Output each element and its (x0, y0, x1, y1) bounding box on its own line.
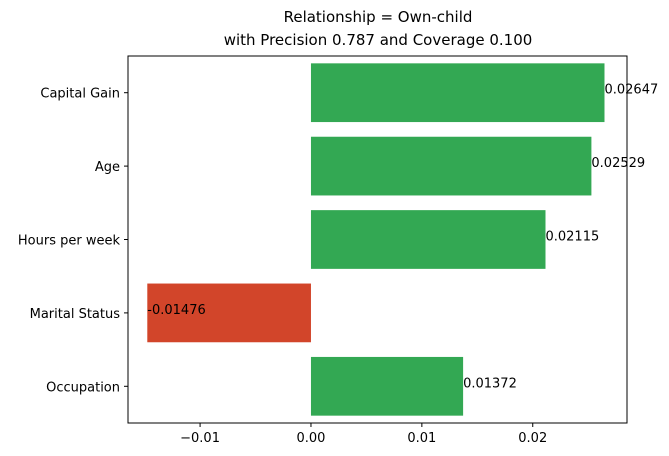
y-tick-label-0: Capital Gain (40, 87, 120, 102)
bar-2 (310, 210, 546, 269)
chart-title-line-1: Relationship = Own-child (284, 8, 473, 26)
y-tick-label-3: Marital Status (30, 307, 121, 322)
bar-4 (310, 356, 464, 416)
bar-1 (310, 136, 592, 196)
value-labels-group: 0.02647 0.02529 0.02115 -0.01476 0.01372 (147, 83, 658, 392)
bars-group (147, 63, 605, 416)
chart-title-line-2: with Precision 0.787 and Coverage 0.100 (224, 31, 533, 49)
bar-0 (310, 63, 605, 123)
bar-value-label-4: 0.01372 (463, 376, 517, 391)
bar-value-label-3: -0.01476 (147, 303, 205, 318)
x-tick-label-0: −0.01 (180, 431, 220, 446)
x-tick-label-2: 0.01 (407, 431, 436, 446)
y-tick-label-2: Hours per week (18, 234, 121, 249)
x-axis: −0.01 0.00 0.01 0.02 (180, 423, 547, 446)
bar-value-label-2: 0.02115 (545, 230, 599, 245)
x-tick-label-3: 0.02 (518, 431, 547, 446)
bar-value-label-1: 0.02529 (591, 156, 645, 171)
bar-value-label-0: 0.02647 (604, 83, 658, 98)
y-tick-label-4: Occupation (46, 380, 120, 395)
bar-3 (147, 283, 311, 343)
y-axis: Capital Gain Age Hours per week Marital Sta… (18, 87, 128, 395)
x-tick-label-1: 0.00 (296, 431, 325, 446)
y-tick-label-1: Age (95, 160, 120, 175)
